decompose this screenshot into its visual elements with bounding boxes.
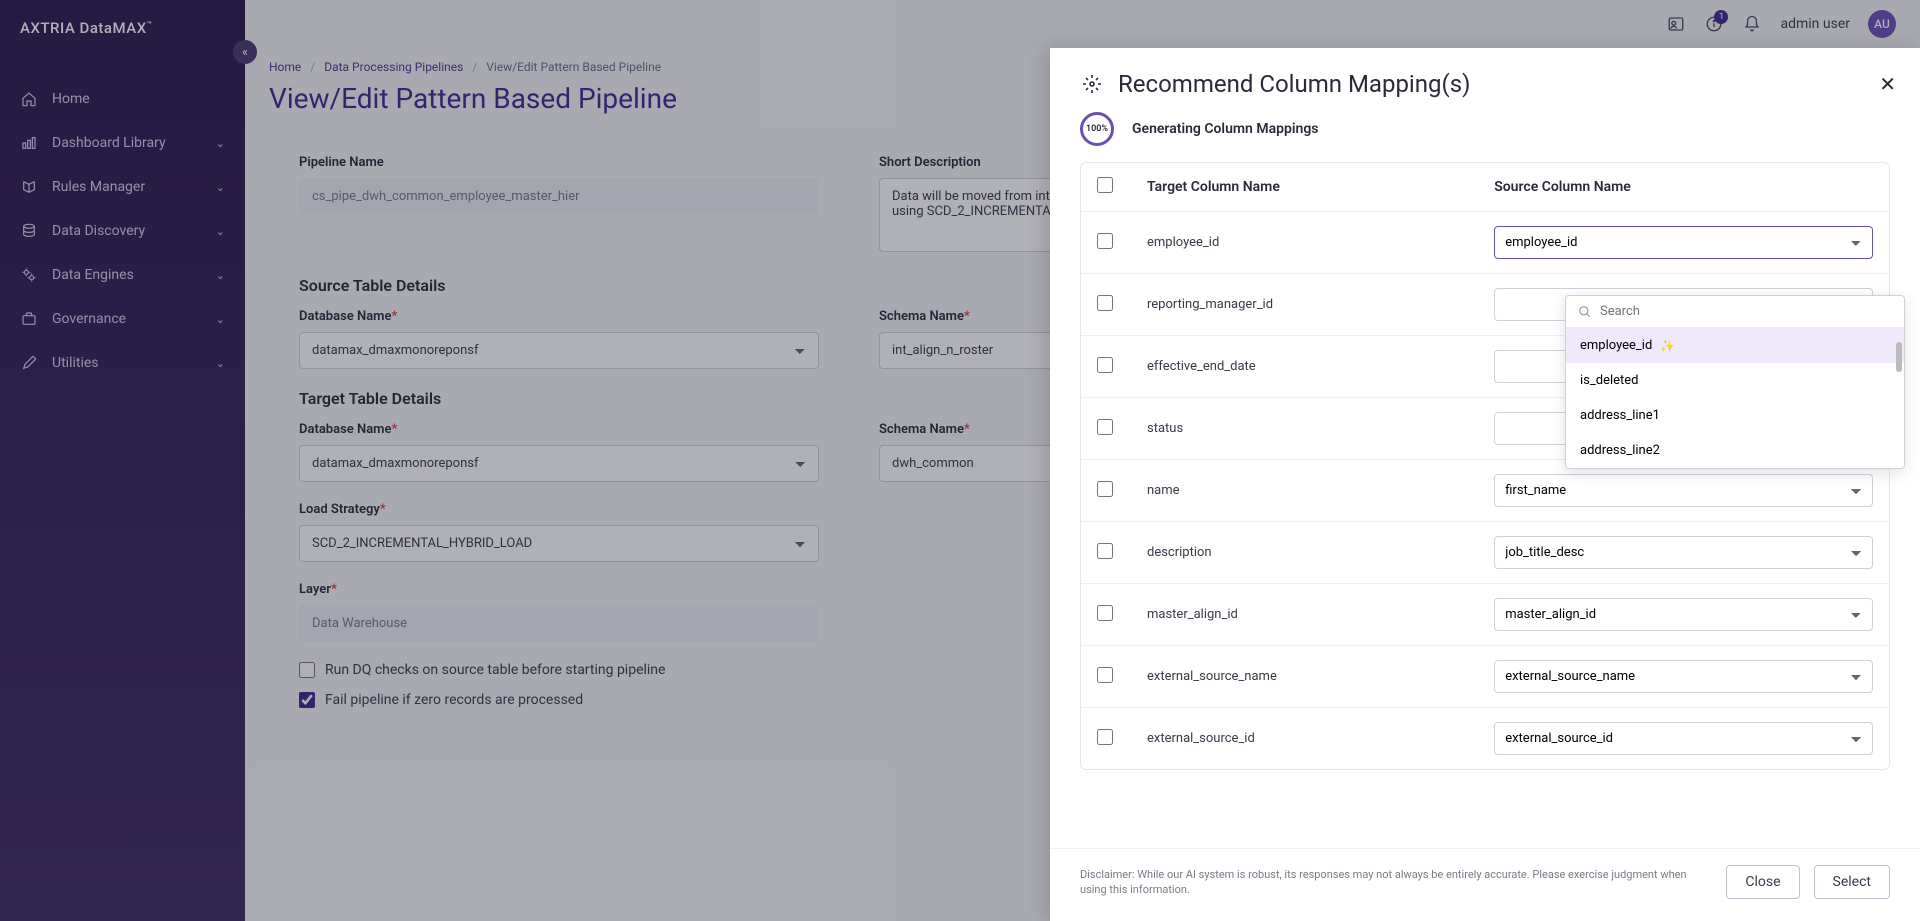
dropdown-option[interactable]: employee_id✨	[1566, 328, 1904, 363]
recommend-mapping-modal: Recommend Column Mapping(s) ✕ 100% Gener…	[1050, 48, 1920, 921]
modal-title: Recommend Column Mapping(s)	[1118, 70, 1470, 98]
source-column-select[interactable]: job_title_desc	[1494, 536, 1873, 569]
target-column-name: employee_id	[1147, 235, 1494, 250]
target-column-name: description	[1147, 545, 1494, 560]
disclaimer-text: Disclaimer: While our AI system is robus…	[1080, 867, 1712, 898]
source-column-select[interactable]: master_align_id	[1494, 598, 1873, 631]
row-checkbox[interactable]	[1097, 605, 1113, 621]
source-column-select[interactable]: external_source_name	[1494, 660, 1873, 693]
source-column-select[interactable]: first_name	[1494, 474, 1873, 507]
dropdown-option[interactable]: address_line2	[1566, 433, 1904, 468]
select-button[interactable]: Select	[1814, 865, 1890, 899]
progress-indicator: 100%	[1080, 112, 1114, 146]
status-text: Generating Column Mappings	[1132, 121, 1318, 137]
dropdown-option[interactable]: is_deleted	[1566, 363, 1904, 398]
target-column-name: external_source_name	[1147, 669, 1494, 684]
mapping-row: external_source_nameexternal_source_name	[1081, 646, 1889, 708]
target-column-name: external_source_id	[1147, 731, 1494, 746]
ai-sparkle-icon	[1080, 72, 1104, 96]
target-col-header: Target Column Name	[1147, 179, 1494, 195]
ai-sparkle-icon: ✨	[1660, 339, 1675, 353]
dropdown-scrollbar[interactable]	[1896, 342, 1902, 372]
target-column-name: reporting_manager_id	[1147, 297, 1494, 312]
source-column-select[interactable]: employee_id	[1494, 226, 1873, 259]
row-checkbox[interactable]	[1097, 357, 1113, 373]
search-icon	[1578, 305, 1592, 319]
close-icon[interactable]: ✕	[1879, 72, 1896, 96]
mapping-row: external_source_idexternal_source_id	[1081, 708, 1889, 769]
source-column-dropdown: employee_id✨is_deletedaddress_line1addre…	[1565, 295, 1905, 469]
source-col-header: Source Column Name	[1494, 179, 1873, 195]
row-checkbox[interactable]	[1097, 295, 1113, 311]
target-column-name: name	[1147, 483, 1494, 498]
mapping-row: master_align_idmaster_align_id	[1081, 584, 1889, 646]
select-all-checkbox[interactable]	[1097, 177, 1113, 193]
target-column-name: effective_end_date	[1147, 359, 1494, 374]
mapping-row: employee_idemployee_id	[1081, 212, 1889, 274]
row-checkbox[interactable]	[1097, 481, 1113, 497]
row-checkbox[interactable]	[1097, 543, 1113, 559]
close-button[interactable]: Close	[1726, 865, 1799, 899]
dropdown-search-input[interactable]	[1600, 304, 1892, 319]
mapping-row: namefirst_name	[1081, 460, 1889, 522]
row-checkbox[interactable]	[1097, 233, 1113, 249]
target-column-name: status	[1147, 421, 1494, 436]
source-column-select[interactable]: external_source_id	[1494, 722, 1873, 755]
dropdown-option[interactable]: address_line1	[1566, 398, 1904, 433]
row-checkbox[interactable]	[1097, 729, 1113, 745]
row-checkbox[interactable]	[1097, 667, 1113, 683]
mapping-row: descriptionjob_title_desc	[1081, 522, 1889, 584]
target-column-name: master_align_id	[1147, 607, 1494, 622]
row-checkbox[interactable]	[1097, 419, 1113, 435]
